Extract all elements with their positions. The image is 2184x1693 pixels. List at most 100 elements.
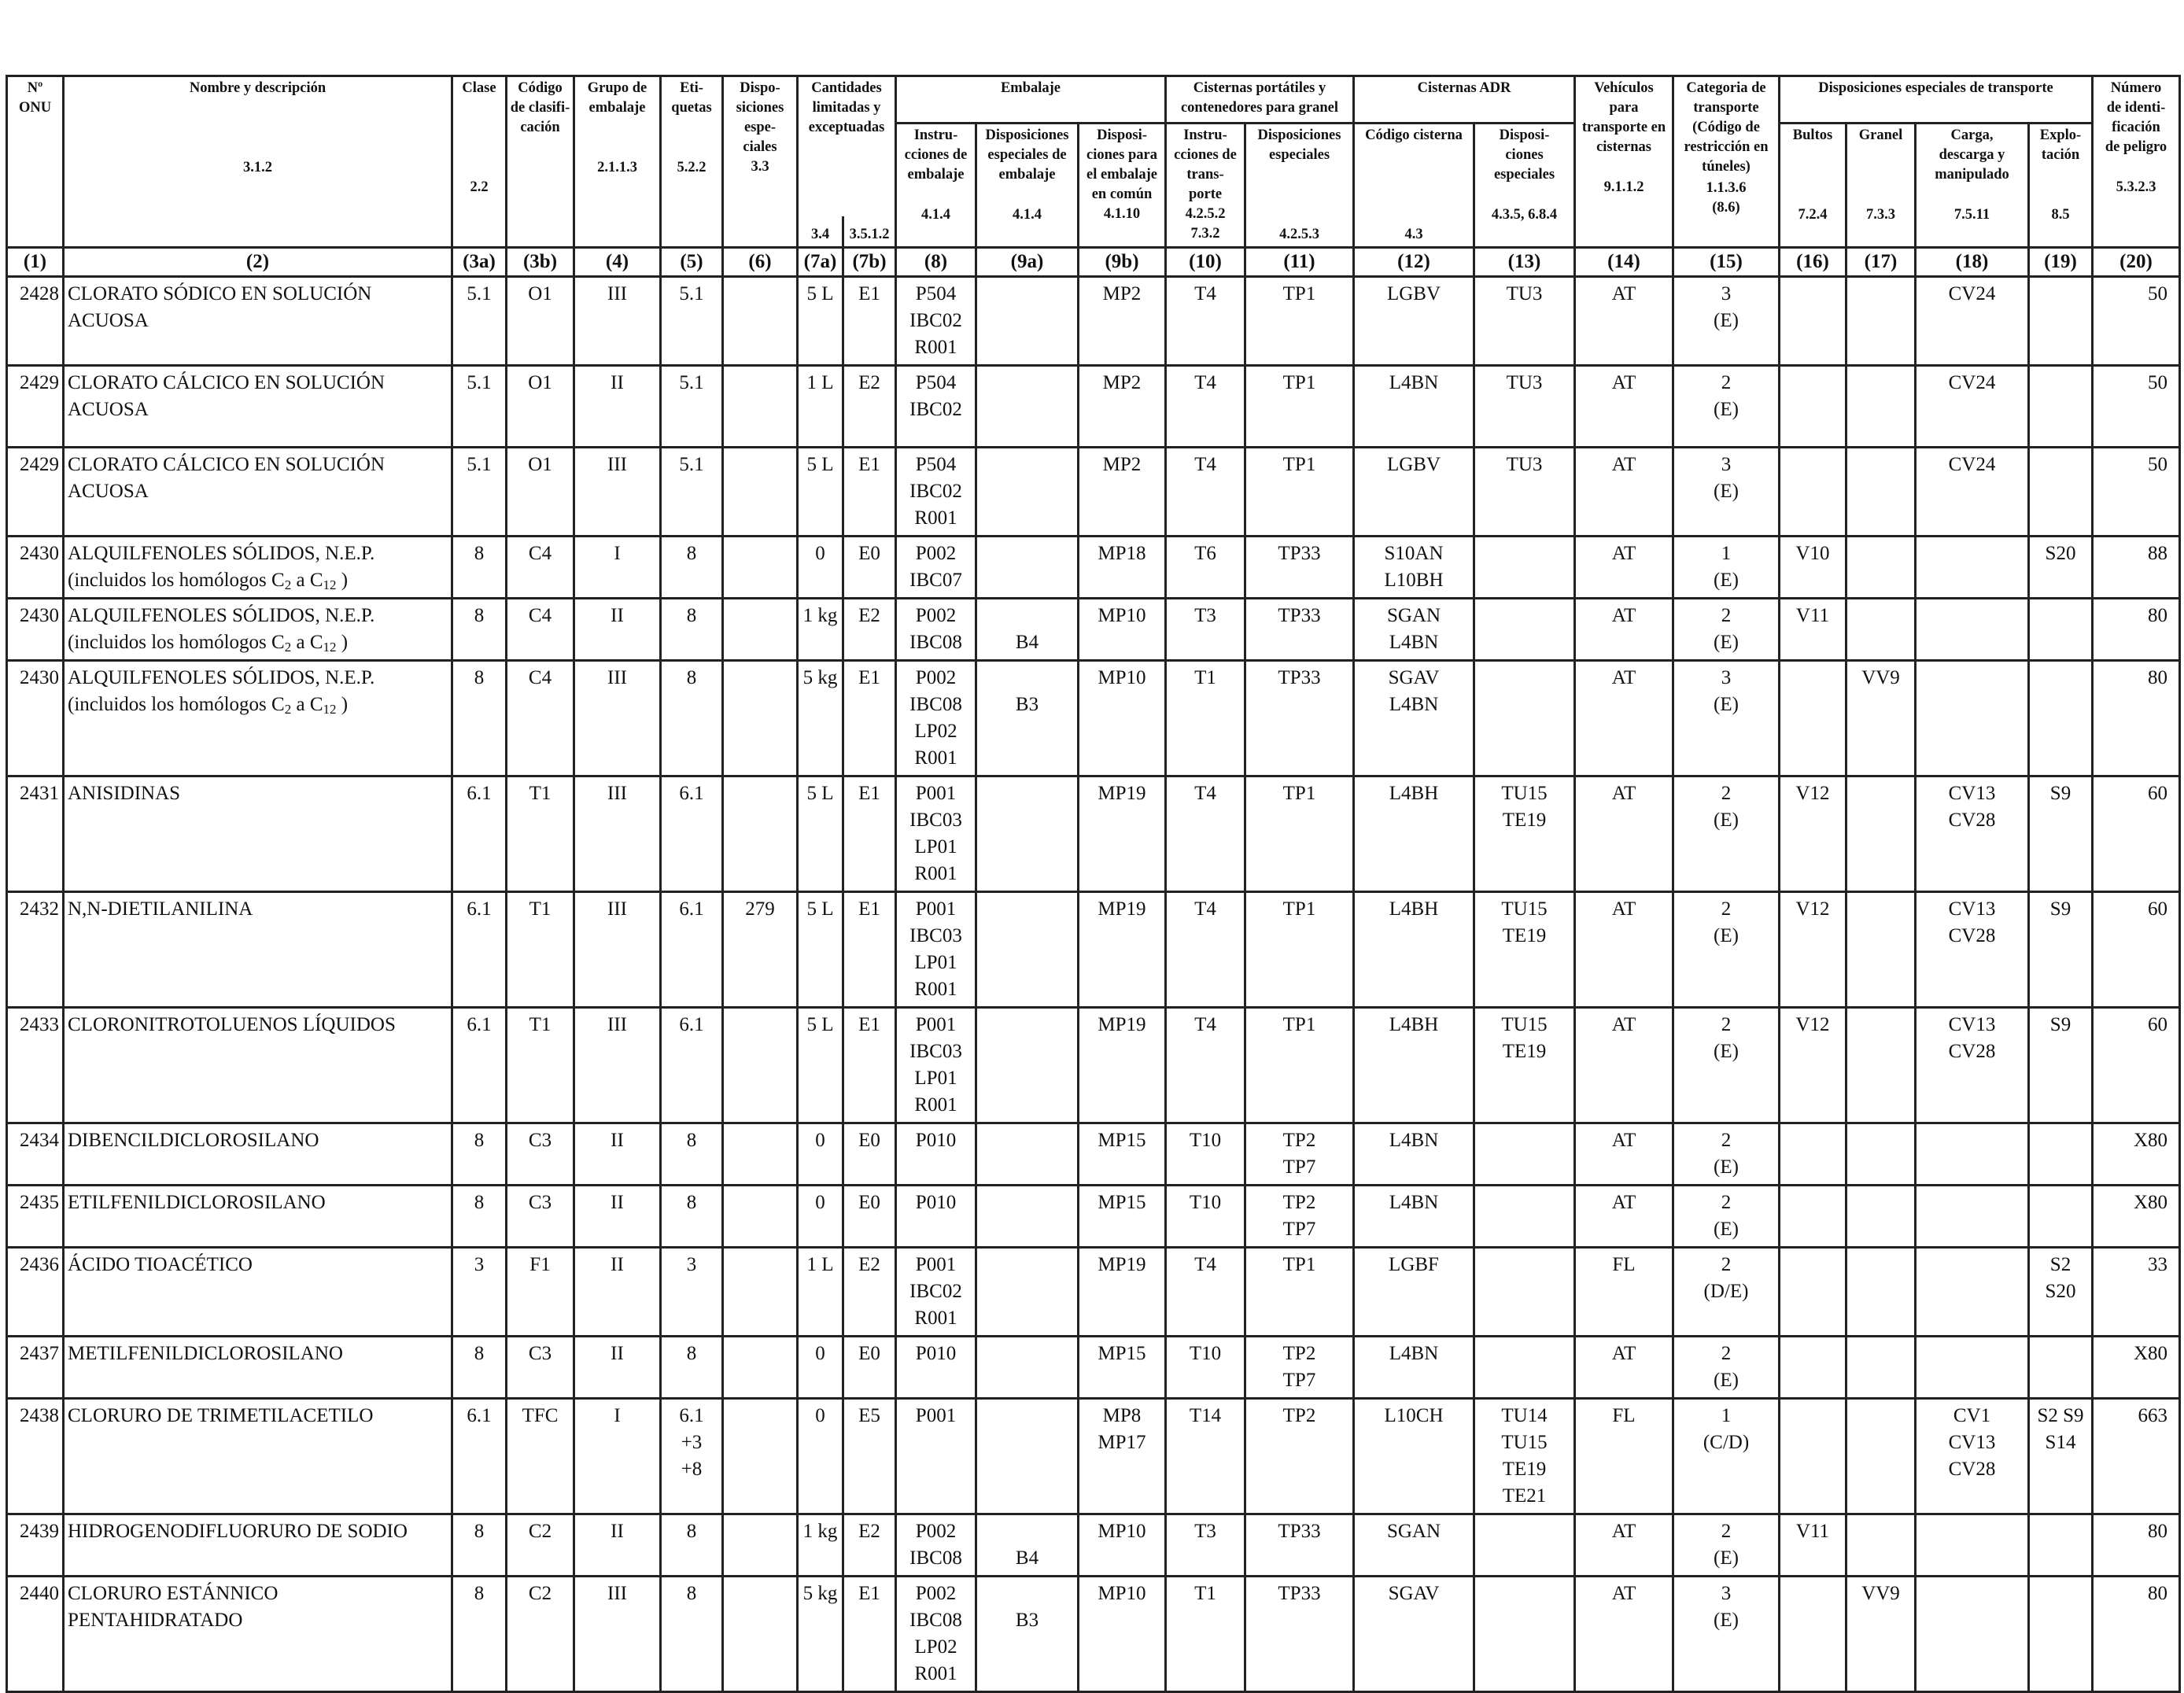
adr-tank-provisions: TU14 TU15 TE19 TE21: [1473, 1397, 1576, 1515]
portable-tank-instructions: T4: [1164, 1246, 1246, 1337]
tank-vehicle: AT: [1573, 1184, 1674, 1249]
packing-instructions-line: LP01: [914, 952, 957, 973]
labels-line: 6.1: [679, 1405, 704, 1426]
packing-instructions: P002 IBC08: [895, 1513, 977, 1577]
special-provisions: [721, 1246, 799, 1337]
operation-provisions: [2027, 275, 2094, 367]
portable-tank-provisions: TP1: [1244, 891, 1355, 1009]
packing-instructions: P504 IBC02: [895, 364, 977, 448]
portable-tank-provisions-line: TP1: [1282, 1254, 1316, 1275]
substance-name: ÁCIDO TIOACÉTICO: [62, 1246, 453, 1337]
limited-quantity: 0: [796, 1122, 844, 1186]
tank-code: L10CH: [1352, 1397, 1475, 1515]
mixed-packing-provisions: MP19: [1077, 1246, 1167, 1337]
loading-provisions: [1914, 1184, 2030, 1249]
loading-provisions: [1914, 1575, 2030, 1693]
loading-provisions-line: CV28: [1948, 1459, 1996, 1480]
hazard-id-number: 80: [2091, 659, 2181, 777]
header-disp-transporte: Disposiciones especiales de transporte: [1778, 75, 2094, 124]
special-provisions: [721, 1184, 799, 1249]
adr-tank-provisions: TU3: [1473, 364, 1576, 448]
adr-tank-provisions: TU15 TE19: [1473, 891, 1576, 1009]
packing-instructions-line: R001: [914, 979, 957, 1000]
labels-line: 6.1: [679, 783, 704, 804]
loading-provisions: [1914, 597, 2030, 662]
excepted-quantity: E1: [842, 659, 897, 777]
special-packing-provisions: [975, 775, 1079, 893]
header-categoria: Categoria de transporte (Código de restricc…: [1672, 75, 1780, 249]
substance-name-line: N,N-DIETILANILINA: [68, 898, 253, 920]
mixed-packing-provisions-line: MP19: [1098, 1014, 1146, 1035]
tank-code-line: L4BH: [1389, 783, 1439, 804]
header-embalaje: Embalaje: [895, 75, 1167, 124]
special-provisions: [721, 535, 799, 599]
packing-instructions-line: R001: [914, 747, 957, 769]
packing-instructions-line: R001: [914, 863, 957, 884]
column-number: (14): [1573, 246, 1674, 278]
labels: 8: [659, 1335, 724, 1400]
tank-vehicle: AT: [1573, 364, 1674, 448]
packing-instructions-line: LP01: [914, 836, 957, 858]
transport-category-line: 3: [1721, 454, 1732, 475]
tank-code-line: L10CH: [1384, 1405, 1444, 1426]
homologs-note-part: a C: [291, 632, 323, 653]
substance-homologs-note: (incluidos los homólogos C2 a C12 ): [68, 567, 448, 594]
header-carga: Carga, descarga y manipulado 7.5.11: [1914, 122, 2030, 249]
substance-name: ALQUILFENOLES SÓLIDOS, N.E.P. (incluidos …: [62, 597, 453, 662]
mixed-packing-provisions-line: MP10: [1098, 1583, 1146, 1604]
transport-category-line: (E): [1714, 1156, 1739, 1178]
special-provisions: [721, 446, 799, 537]
portable-tank-instructions: T4: [1164, 364, 1246, 448]
packages-provisions: V12: [1778, 775, 1847, 893]
portable-tank-instructions: T3: [1164, 1513, 1246, 1577]
header-cisternas-portatiles: Cisternas portátiles y contenedores para …: [1164, 75, 1355, 124]
labels-line: +3: [681, 1432, 703, 1453]
mixed-packing-provisions: MP15: [1077, 1122, 1167, 1186]
adr-tank-provisions-line: TE21: [1502, 1485, 1547, 1507]
operation-provisions: [2027, 1122, 2094, 1186]
portable-tank-provisions: TP2: [1244, 1397, 1355, 1515]
special-provisions: [721, 597, 799, 662]
adr-tank-provisions: [1473, 1513, 1576, 1577]
labels: 8: [659, 597, 724, 662]
portable-tank-provisions: TP33: [1244, 535, 1355, 599]
column-number: (20): [2091, 246, 2181, 278]
ref-lim: 3.4: [796, 216, 844, 249]
substance-name: CLORATO CÁLCICO EN SOLUCIÓN ACUOSA: [62, 446, 453, 537]
packing-instructions: P002 IBC08: [895, 597, 977, 662]
homologs-note-part: 12: [323, 702, 337, 717]
operation-provisions: S20: [2027, 535, 2094, 599]
packing-group: II: [573, 1122, 662, 1186]
table-row: 2432 N,N-DIETILANILINA 6.1 T1 III 6.1 279 5 L E1…: [6, 891, 2181, 1009]
portable-tank-provisions-line: TP33: [1278, 1521, 1321, 1542]
header-onu: Nº ONU: [6, 75, 65, 249]
labels: 8: [659, 1122, 724, 1186]
labels-line: 3: [686, 1254, 697, 1275]
packing-instructions-line: IBC08: [909, 1610, 962, 1631]
excepted-quantity: E0: [842, 1335, 897, 1400]
transport-category: 3 (E): [1672, 446, 1780, 537]
un-number: 2432: [6, 891, 65, 1009]
transport-category-line: 2: [1721, 372, 1732, 393]
tank-code: L4BH: [1352, 1006, 1475, 1124]
portable-tank-instructions: T3: [1164, 597, 1246, 662]
packages-provisions: [1778, 1397, 1847, 1515]
mixed-packing-provisions: MP19: [1077, 775, 1167, 893]
transport-category: 3 (E): [1672, 1575, 1780, 1693]
bulk-provisions: [1845, 891, 1917, 1009]
substance-name: ALQUILFENOLES SÓLIDOS, N.E.P. (incluidos …: [62, 659, 453, 777]
special-packing-provisions: [975, 364, 1079, 448]
column-number: (11): [1244, 246, 1355, 278]
operation-provisions-line: S9: [2049, 783, 2071, 804]
special-packing-provisions: [975, 275, 1079, 367]
transport-category-line: (D/E): [1703, 1281, 1749, 1302]
transport-category-line: (E): [1714, 399, 1739, 420]
header-disposiciones: Dispo-siciones espe-ciales 3.3: [721, 75, 799, 249]
loading-provisions-line: CV24: [1948, 372, 1996, 393]
hazard-class: 8: [451, 659, 507, 777]
excepted-quantity: E2: [842, 1513, 897, 1577]
special-provisions: [721, 659, 799, 777]
special-provisions: [721, 1575, 799, 1693]
packing-instructions-line: IBC08: [909, 1547, 962, 1569]
transport-category: 2 (E): [1672, 1335, 1780, 1400]
